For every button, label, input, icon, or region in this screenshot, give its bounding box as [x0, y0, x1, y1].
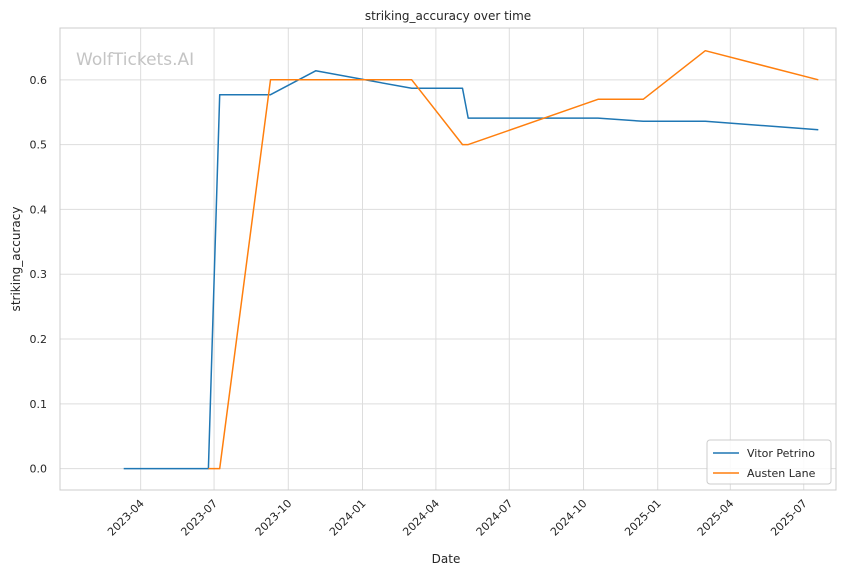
- x-tick-label: 2023-04: [105, 497, 147, 539]
- y-tick-label: 0.3: [30, 268, 48, 281]
- y-axis-label: striking_accuracy: [9, 207, 23, 312]
- y-tick-label: 0.6: [30, 74, 48, 87]
- plot-area: [60, 28, 836, 490]
- y-tick-label: 0.4: [30, 203, 48, 216]
- series-line-1: [123, 70, 819, 470]
- chart-title: striking_accuracy over time: [365, 9, 531, 23]
- legend-label-1: Vitor Petrino: [747, 447, 815, 460]
- series-layer: [123, 49, 819, 470]
- x-axis-label: Date: [432, 552, 461, 566]
- y-tick-label: 0.1: [30, 398, 48, 411]
- legend-label-2: Austen Lane: [747, 467, 816, 480]
- x-tick-label: 2023-10: [253, 497, 295, 539]
- x-tick-label: 2024-01: [327, 497, 369, 539]
- x-tick-label: 2024-10: [548, 497, 590, 539]
- y-tick-labels: 0.0 0.1 0.2 0.3 0.4 0.5 0.6: [30, 74, 48, 476]
- x-tick-label: 2024-07: [474, 497, 516, 539]
- y-tick-label: 0.2: [30, 333, 48, 346]
- x-tick-label: 2023-07: [178, 497, 220, 539]
- y-tick-label: 0.5: [30, 139, 48, 152]
- plot-frame: [59, 27, 837, 491]
- series-line-2: [208, 49, 819, 470]
- watermark-text: WolfTickets.AI: [76, 50, 194, 70]
- x-tick-label: 2025-01: [622, 497, 664, 539]
- x-tick-label: 2025-04: [695, 497, 737, 539]
- y-tick-label: 0.0: [30, 463, 48, 476]
- legend: Vitor Petrino Austen Lane: [706, 439, 832, 485]
- x-tick-label: 2024-04: [400, 497, 442, 539]
- x-tick-labels: 2023-04 2023-07 2023-10 2024-01 2024-04 2024-…: [105, 497, 810, 539]
- x-tick-label: 2025-07: [768, 497, 810, 539]
